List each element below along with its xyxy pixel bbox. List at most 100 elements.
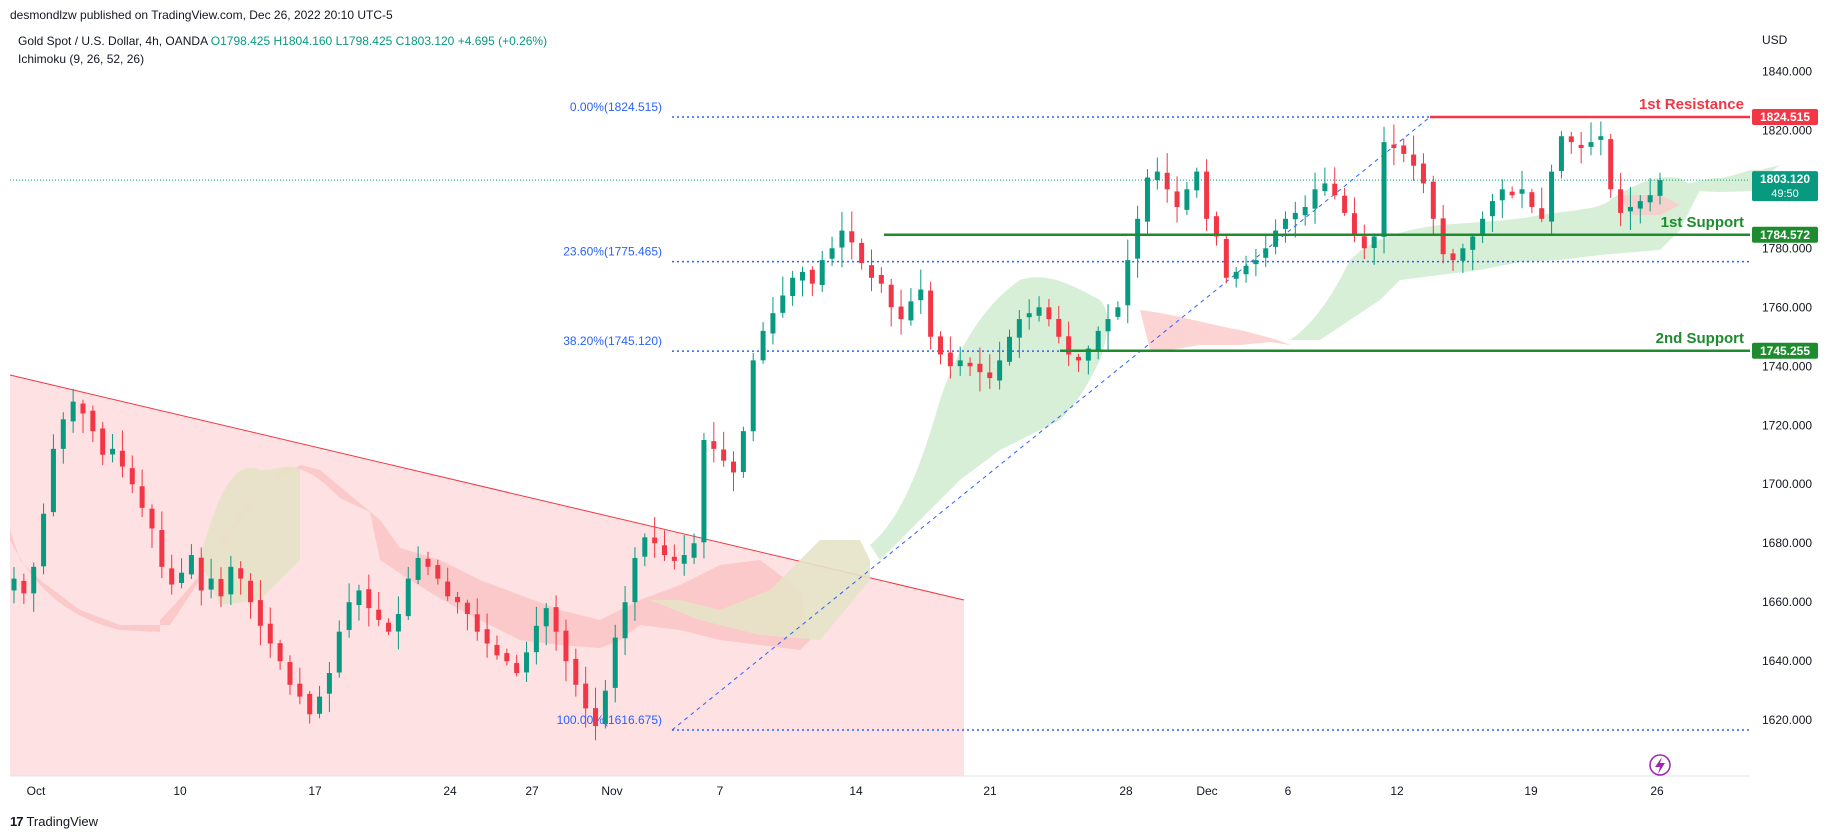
- price-tick-label: 1700.000: [1762, 477, 1812, 491]
- candle-body: [780, 295, 786, 313]
- candle-body: [386, 622, 392, 632]
- candle-body: [1588, 142, 1594, 147]
- level-price-tag: [1752, 226, 1818, 243]
- candle-body: [1273, 230, 1279, 247]
- candle-body: [1105, 319, 1111, 332]
- tradingview-logo-icon: 17: [10, 814, 24, 829]
- candle-body: [849, 231, 855, 243]
- candle-body: [1460, 248, 1466, 261]
- candle-body: [553, 607, 559, 632]
- candle-body: [1608, 139, 1614, 190]
- candle-body: [139, 486, 145, 508]
- price-tick-label: 1660.000: [1762, 595, 1812, 609]
- candle-body: [41, 513, 47, 567]
- candle-body: [1006, 336, 1012, 362]
- candle-body: [1046, 307, 1052, 320]
- candle-body: [1164, 172, 1170, 190]
- candle-body: [1381, 142, 1387, 237]
- candle-body: [1115, 307, 1121, 317]
- candle-body: [336, 631, 342, 673]
- time-tick-label: 24: [443, 784, 457, 798]
- symbol-name: Gold Spot / U.S. Dollar, 4h, OANDA: [18, 34, 208, 48]
- candle-body: [602, 690, 608, 725]
- published-caption: desmondlzw published on TradingView.com,…: [10, 8, 393, 22]
- candle-body: [662, 545, 668, 556]
- candle-body: [731, 461, 737, 473]
- lightning-icon[interactable]: [1649, 754, 1671, 776]
- candle-body: [839, 230, 845, 248]
- candle-body: [50, 448, 56, 513]
- support-resistance-levels[interactable]: 1st Resistance 1824.515 1st Support 1784.57…: [884, 96, 1818, 359]
- price-tick-label: 1760.000: [1762, 300, 1812, 314]
- candle-body: [267, 623, 273, 644]
- price-tick-label: 1780.000: [1762, 241, 1812, 255]
- candle-body: [504, 653, 510, 662]
- candle-body: [967, 362, 973, 367]
- candle-body: [1657, 180, 1663, 196]
- candle-body: [1194, 171, 1200, 191]
- candle-body: [878, 275, 884, 284]
- candle-body: [1312, 189, 1318, 209]
- candle-body: [1243, 265, 1249, 275]
- candle-body: [60, 419, 66, 449]
- candle-body: [1085, 348, 1091, 361]
- candle-body: [671, 556, 677, 561]
- candle-body: [159, 530, 165, 567]
- candle-body: [494, 644, 500, 656]
- candle-body: [809, 269, 815, 284]
- candle-body: [455, 596, 461, 603]
- candle-body: [1351, 213, 1357, 234]
- candle-body: [928, 290, 934, 337]
- time-axis[interactable]: Oct 10 17 24 27 Nov 7 14 21 28 Dec 6 12 19 26: [10, 775, 1750, 798]
- symbol-legend[interactable]: Gold Spot / U.S. Dollar, 4h, OANDA O1798…: [18, 34, 547, 48]
- ohlc-open: O1798.425: [210, 34, 271, 48]
- candle-body: [1618, 189, 1624, 213]
- candle-body: [1213, 216, 1219, 237]
- fibonacci-retracement[interactable]: 0.00%(1824.515) 23.60%(1775.465) 38.20%(17…: [557, 100, 1750, 731]
- candle-body: [1470, 236, 1476, 250]
- candle-body: [1489, 201, 1495, 217]
- candle-body: [1519, 189, 1525, 194]
- candle-body: [248, 580, 254, 603]
- price-tick-label: 1740.000: [1762, 359, 1812, 373]
- candle-body: [583, 683, 589, 709]
- candle-body: [524, 652, 530, 673]
- candle-body: [573, 658, 579, 685]
- candle-body: [228, 566, 234, 595]
- price-tick-label: 1820.000: [1762, 123, 1812, 137]
- fib-level-label: 0.00%(1824.515): [570, 100, 662, 114]
- candle-body: [425, 558, 431, 567]
- price-axis[interactable]: 1620.000 1640.000 1660.000 1680.000 1700.000…: [1762, 64, 1812, 727]
- candle-body: [346, 602, 352, 630]
- time-tick-label: 6: [1285, 784, 1292, 798]
- candle-body: [1440, 218, 1446, 255]
- candle-body: [1263, 248, 1269, 258]
- candle-body: [888, 284, 894, 308]
- time-tick-label: 10: [173, 784, 187, 798]
- level-name-label: 1st Resistance: [1639, 96, 1744, 113]
- candle-body: [1016, 319, 1022, 338]
- candle-body: [1637, 201, 1643, 209]
- candle-body: [317, 696, 323, 714]
- tradingview-branding: 17 TradingView: [10, 814, 98, 829]
- time-tick-label: 17: [308, 784, 322, 798]
- indicator-legend[interactable]: Ichimoku (9, 26, 52, 26): [18, 52, 145, 66]
- candle-body: [218, 578, 224, 597]
- candle-body: [1480, 218, 1486, 236]
- time-tick-label: Nov: [601, 784, 622, 798]
- candle-body: [21, 580, 27, 594]
- candle-body: [790, 277, 796, 297]
- candle-body: [740, 431, 746, 473]
- candle-body: [760, 330, 766, 361]
- candle-body: [80, 403, 86, 414]
- candle-body: [1549, 171, 1555, 222]
- candle-body: [395, 614, 401, 632]
- level-price-tag-text: 1824.515: [1760, 110, 1810, 124]
- candle-body: [514, 663, 520, 674]
- candle-body: [169, 568, 175, 585]
- candle-body: [277, 643, 283, 662]
- candle-body: [1135, 218, 1141, 259]
- level-price-tag-text: 1745.255: [1760, 344, 1810, 358]
- candle-body: [691, 543, 697, 558]
